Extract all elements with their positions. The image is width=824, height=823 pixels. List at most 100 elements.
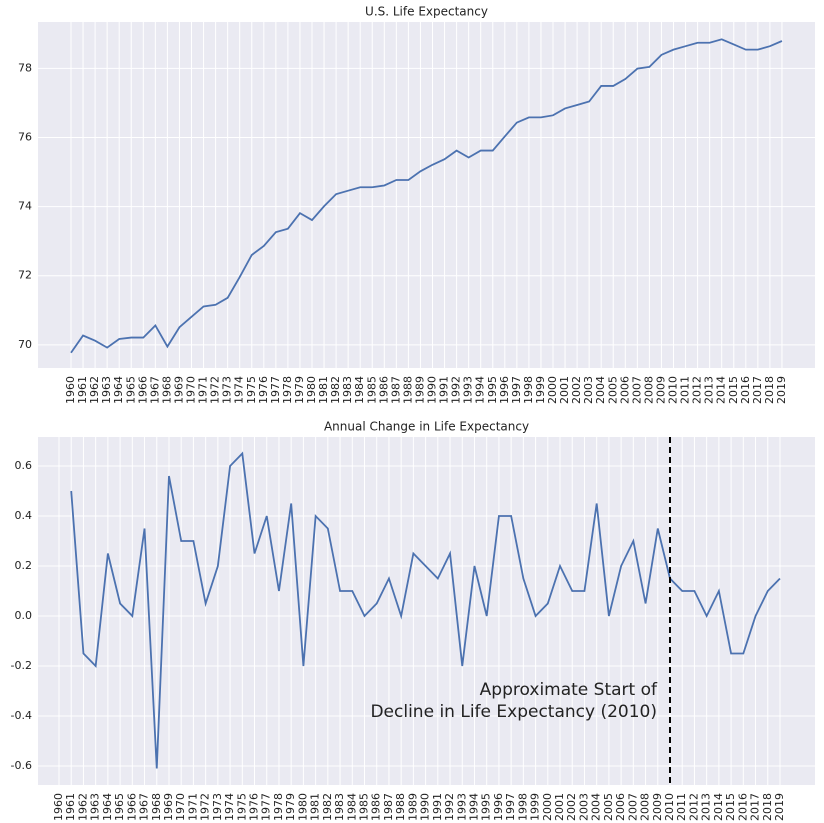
x-tick-label: 2018: [763, 376, 776, 404]
x-tick-label: 2009: [654, 376, 667, 404]
x-tick-label: 1993: [455, 793, 468, 821]
x-tick-label: 2005: [606, 376, 619, 404]
x-tick-label: 2018: [761, 793, 774, 821]
x-tick-label: 2010: [667, 376, 680, 404]
x-tick-label: 1984: [353, 376, 366, 404]
x-tick-label: 2006: [618, 376, 631, 404]
x-tick-label: 1989: [413, 376, 426, 404]
x-tick-label: 1966: [136, 376, 149, 404]
chart-title: U.S. Life Expectancy: [365, 5, 488, 19]
x-tick-label: 1997: [504, 793, 517, 821]
x-tick-label: 2011: [675, 793, 688, 821]
x-tick-label: 1995: [480, 793, 493, 821]
x-tick-label: 1964: [101, 793, 114, 821]
x-tick-label: 1999: [529, 793, 542, 821]
x-tick-label: 1973: [211, 793, 224, 821]
x-tick-label: 2002: [570, 376, 583, 404]
x-tick-label: 1990: [426, 376, 439, 404]
y-tick-label: -0.4: [11, 709, 32, 722]
x-tick-label: 1983: [333, 793, 346, 821]
x-tick-label: 2017: [751, 376, 764, 404]
annotation: Approximate Start of: [480, 680, 658, 700]
x-tick-label: 1990: [419, 793, 432, 821]
x-tick-label: 1964: [112, 376, 125, 404]
x-tick-label: 1983: [341, 376, 354, 404]
x-tick-label: 2016: [739, 376, 752, 404]
x-tick-label: 1994: [474, 376, 487, 404]
x-tick-label: 1980: [296, 793, 309, 821]
x-tick-label: 1965: [113, 793, 126, 821]
x-tick-label: 1981: [317, 376, 330, 404]
y-tick-label: 72: [18, 269, 32, 282]
x-tick-label: 1974: [233, 376, 246, 404]
x-tick-label: 1962: [76, 793, 89, 821]
x-tick-label: 2001: [553, 793, 566, 821]
x-tick-label: 1968: [150, 793, 163, 821]
annotation: Decline in Life Expectancy (2010): [370, 702, 657, 722]
x-tick-label: 1998: [516, 793, 529, 821]
x-tick-label: 1993: [462, 376, 475, 404]
y-tick-label: 74: [18, 200, 32, 213]
x-tick-label: 1992: [450, 376, 463, 404]
x-tick-label: 1971: [186, 793, 199, 821]
x-tick-label: 1966: [125, 793, 138, 821]
x-tick-label: 1999: [534, 376, 547, 404]
x-tick-label: 1991: [431, 793, 444, 821]
x-tick-label: 2014: [712, 793, 725, 821]
x-tick-label: 1969: [162, 793, 175, 821]
x-tick-label: 1984: [345, 793, 358, 821]
x-tick-label: 1987: [382, 793, 395, 821]
x-tick-label: 2008: [642, 376, 655, 404]
x-tick-label: 1988: [394, 793, 407, 821]
x-tick-label: 1967: [148, 376, 161, 404]
x-tick-label: 2002: [565, 793, 578, 821]
x-tick-label: 1986: [370, 793, 383, 821]
x-tick-label: 1979: [293, 376, 306, 404]
x-tick-label: 1961: [76, 376, 89, 404]
plot-area: [38, 22, 815, 368]
x-tick-label: 2000: [546, 376, 559, 404]
x-tick-label: 1971: [197, 376, 210, 404]
y-tick-label: 0.6: [15, 459, 33, 472]
x-tick-label: 1960: [64, 376, 77, 404]
x-tick-label: 2004: [590, 793, 603, 821]
x-tick-label: 1980: [305, 376, 318, 404]
x-tick-label: 1972: [209, 376, 222, 404]
x-tick-label: 1995: [486, 376, 499, 404]
x-tick-label: 1962: [88, 376, 101, 404]
x-tick-label: 1977: [269, 376, 282, 404]
x-tick-label: 1967: [138, 793, 151, 821]
x-tick-label: 2000: [541, 793, 554, 821]
x-tick-label: 2001: [558, 376, 571, 404]
x-tick-label: 2008: [639, 793, 652, 821]
x-tick-label: 2006: [614, 793, 627, 821]
x-tick-label: 2004: [594, 376, 607, 404]
y-tick-label: 76: [18, 130, 32, 143]
x-tick-label: 2015: [724, 793, 737, 821]
y-tick-label: 70: [18, 338, 32, 351]
x-tick-label: 2019: [773, 793, 786, 821]
x-tick-label: 2005: [602, 793, 615, 821]
x-tick-label: 2007: [630, 376, 643, 404]
x-tick-label: 1968: [160, 376, 173, 404]
x-tick-label: 1988: [401, 376, 414, 404]
x-tick-label: 2003: [582, 376, 595, 404]
x-tick-label: 1982: [329, 376, 342, 404]
x-tick-label: 2014: [715, 376, 728, 404]
x-tick-label: 1994: [467, 793, 480, 821]
x-tick-label: 1985: [358, 793, 371, 821]
x-tick-label: 1976: [248, 793, 261, 821]
line-series: [70, 38, 783, 354]
x-tick-label: 1996: [492, 793, 505, 821]
x-tick-label: 2003: [577, 793, 590, 821]
x-tick-label: 1978: [281, 376, 294, 404]
x-tick-label: 2010: [663, 793, 676, 821]
x-tick-label: 1973: [221, 376, 234, 404]
chart-title: Annual Change in Life Expectancy: [324, 420, 529, 434]
x-tick-label: 1970: [185, 376, 198, 404]
y-tick-label: -0.2: [11, 659, 32, 672]
x-tick-label: 2013: [700, 793, 713, 821]
x-tick-label: 1972: [199, 793, 212, 821]
x-tick-label: 1961: [64, 793, 77, 821]
x-tick-label: 1985: [365, 376, 378, 404]
